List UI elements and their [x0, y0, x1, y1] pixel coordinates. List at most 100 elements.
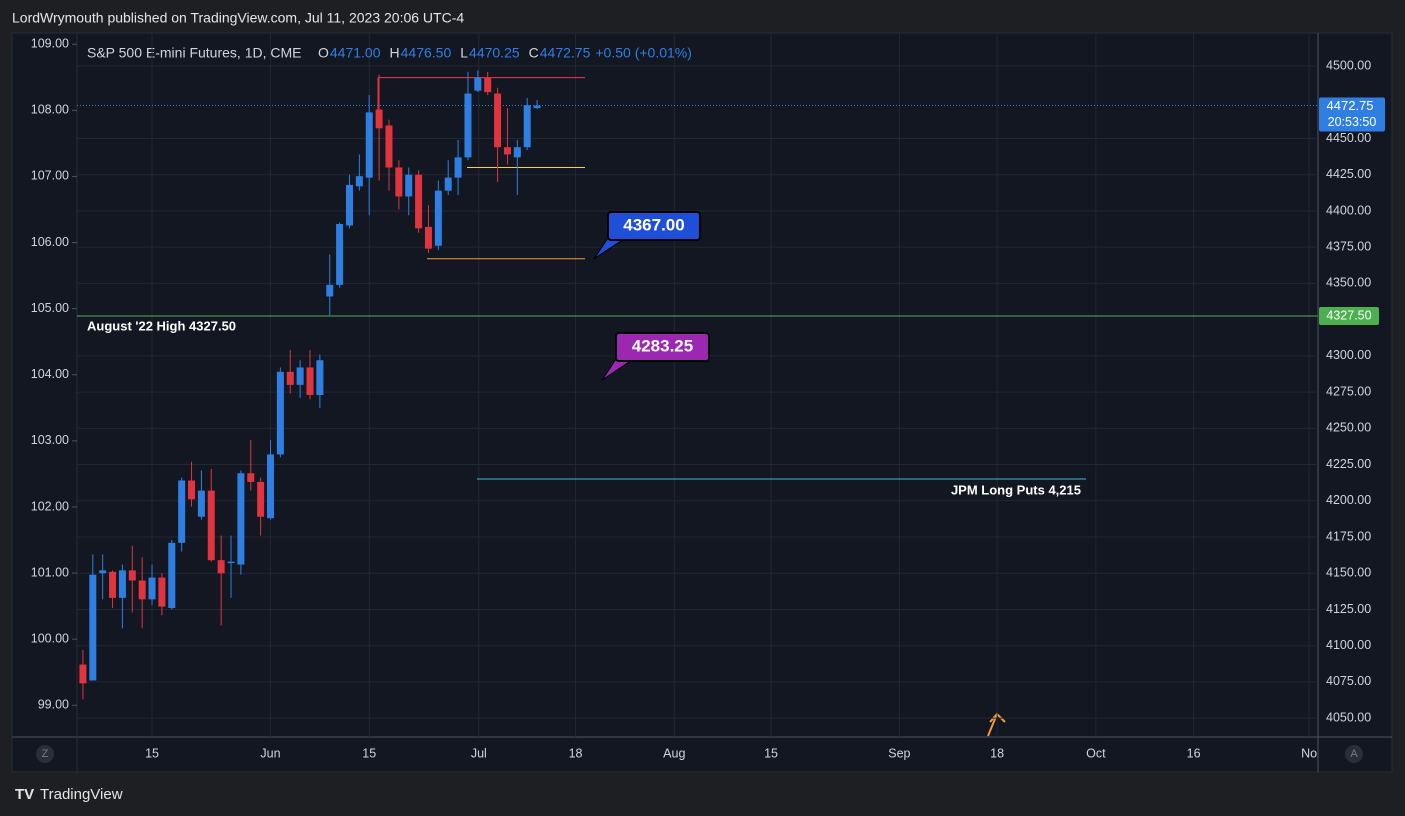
x-tick-label: No — [1301, 746, 1317, 760]
x-tick-label: Oct — [1086, 746, 1106, 760]
candle-body — [128, 570, 136, 581]
y-tick-label: 4350.00 — [1326, 276, 1371, 290]
y2-tick-label: 99.00 — [38, 698, 69, 712]
candle-body — [148, 577, 156, 600]
candle-body — [257, 481, 265, 517]
y-tick-label: 4400.00 — [1326, 203, 1371, 217]
x-tick-label: 15 — [362, 746, 376, 760]
candle-body — [227, 561, 235, 564]
candle-body — [375, 109, 383, 129]
candle-body — [168, 542, 176, 609]
candle-body — [533, 105, 541, 109]
candle-body — [99, 570, 107, 574]
y2-tick-label: 101.00 — [31, 565, 69, 579]
y2-tick-label: 105.00 — [31, 301, 69, 315]
candle-body — [355, 176, 363, 187]
x-tick-label: 18 — [569, 746, 583, 760]
ohlc-value: 4472.75 — [540, 45, 591, 61]
y-tick-label: 4100.00 — [1326, 638, 1371, 652]
ohlc-key: O — [318, 45, 329, 61]
axis-badge — [1319, 97, 1385, 132]
x-tick-label: Aug — [663, 746, 685, 760]
candle-body — [178, 480, 186, 543]
candle-body — [79, 664, 87, 684]
x-tick-label: 16 — [1187, 746, 1201, 760]
y2-tick-label: 102.00 — [31, 499, 69, 513]
corner-label[interactable]: A — [1350, 748, 1358, 760]
callout-label: 4283.25 — [632, 336, 693, 355]
candle-body — [267, 454, 275, 519]
candle-body — [118, 570, 126, 598]
candle-body — [296, 367, 304, 385]
candle-body — [188, 480, 196, 500]
ohlc-key: L — [460, 45, 468, 61]
candle-body — [237, 473, 245, 565]
ohlc-key: H — [390, 45, 400, 61]
candle-body — [336, 223, 344, 285]
publisher: LordWrymouth published on TradingView.co… — [12, 10, 464, 26]
y-tick-label: 4075.00 — [1326, 674, 1371, 688]
candle-body — [454, 157, 462, 178]
level-label: August '22 High 4327.50 — [87, 318, 236, 333]
callout-box — [615, 332, 710, 362]
candle-body — [513, 147, 521, 158]
ohlc-value: 4476.50 — [401, 45, 452, 61]
candle-body — [484, 77, 492, 93]
corner-label[interactable]: Z — [42, 748, 49, 760]
y2-tick-label: 107.00 — [31, 169, 69, 183]
candle-body — [207, 490, 215, 561]
y-tick-label: 4200.00 — [1326, 493, 1371, 507]
y-tick-label: 4500.00 — [1326, 58, 1371, 72]
y2-tick-label: 109.00 — [31, 37, 69, 51]
candle-body — [395, 167, 403, 197]
callout-label: 4367.00 — [623, 215, 684, 234]
candle-body — [385, 125, 393, 168]
candle-body — [89, 574, 97, 681]
candle-body — [286, 371, 294, 385]
candle-body — [306, 367, 314, 395]
x-tick-label: Jun — [260, 746, 280, 760]
y2-tick-label: 108.00 — [31, 103, 69, 117]
axis-badge-label: 4327.50 — [1326, 308, 1371, 322]
x-tick-label: 18 — [990, 746, 1004, 760]
axis-badge-label: 4472.75 — [1327, 98, 1374, 113]
brand: TradingView — [40, 786, 123, 803]
y-tick-label: 4225.00 — [1326, 457, 1371, 471]
y-tick-label: 4375.00 — [1326, 239, 1371, 253]
x-tick-label: Sep — [888, 746, 910, 760]
candle-body — [464, 93, 472, 158]
candle-body — [345, 184, 353, 226]
y-tick-label: 4050.00 — [1326, 710, 1371, 724]
x-tick-label: 15 — [145, 746, 159, 760]
candle-body — [434, 190, 442, 246]
candle-body — [158, 577, 166, 607]
y2-tick-label: 104.00 — [31, 367, 69, 381]
level-label: JPM Long Puts 4,215 — [951, 482, 1081, 497]
corner-btn[interactable] — [36, 745, 54, 763]
candle-body — [247, 473, 255, 482]
y-tick-label: 4125.00 — [1326, 602, 1371, 616]
candle-body — [444, 177, 452, 191]
axis-badge — [1319, 307, 1379, 326]
candle-body — [197, 490, 205, 517]
candle-body — [503, 147, 511, 155]
candle-body — [405, 174, 413, 197]
candle-body — [415, 174, 423, 229]
axis-badge-timer: 20:53:50 — [1328, 115, 1377, 129]
symbol-title: S&P 500 E-mini Futures, 1D, CME — [87, 45, 301, 61]
y-tick-label: 4275.00 — [1326, 384, 1371, 398]
y-tick-label: 4250.00 — [1326, 421, 1371, 435]
y-tick-label: 4175.00 — [1326, 529, 1371, 543]
brand-logo: TV — [15, 786, 34, 803]
ohlc-value: 4471.00 — [330, 45, 381, 61]
ohlc-key: C — [529, 45, 539, 61]
corner-btn[interactable] — [1345, 745, 1363, 763]
candle-body — [316, 360, 324, 395]
x-tick-label: Jul — [471, 746, 487, 760]
candle-body — [138, 580, 146, 600]
y2-tick-label: 103.00 — [31, 433, 69, 447]
change-label: +0.50 (+0.01%) — [595, 45, 692, 61]
candle-body — [494, 93, 502, 148]
